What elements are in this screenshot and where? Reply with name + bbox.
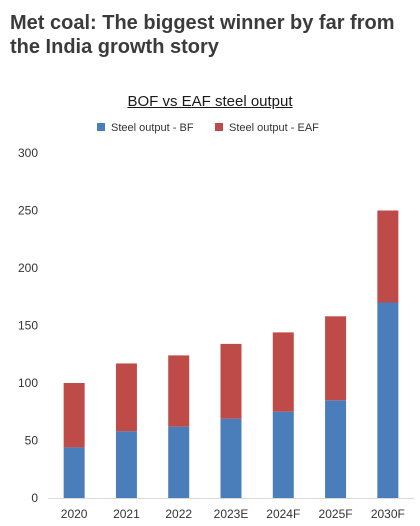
bar-bf-2021 [115,431,137,498]
bar-eaf-2024f [272,332,294,412]
legend-swatch-bf [97,123,105,131]
y-axis: 0 50 100 150 200 250 300 [18,146,38,505]
x-tick-label-2024f: 2024F [266,507,300,521]
x-tick-label-2021: 2021 [113,507,140,521]
chart-title: BOF vs EAF steel output [127,93,293,110]
bars [63,210,399,498]
x-tick-label-2020: 2020 [61,507,88,521]
bar-eaf-2022 [168,355,190,427]
bar-bf-2023e [220,418,242,498]
x-tick-label-2023e: 2023E [214,507,249,521]
x-tick-label-2025f: 2025F [319,507,353,521]
y-tick-label-100: 100 [18,376,38,390]
x-axis: 2020 2021 2022 2023E 2024F 2025F 2030F [61,507,405,521]
bar-bf-2024f [272,411,294,498]
headline: Met coal: The biggest winner by far from… [10,12,395,58]
y-tick-label-50: 50 [25,434,39,448]
bar-eaf-2023e [220,343,242,419]
y-tick-label-300: 300 [18,146,38,160]
x-tick-label-2022: 2022 [165,507,192,521]
legend: Steel output - BF Steel output - EAF [97,122,319,134]
bar-bf-2020 [63,447,85,498]
bar-eaf-2025f [325,316,347,401]
bar-bf-2022 [168,426,190,498]
y-tick-label-250: 250 [18,204,38,218]
bar-eaf-2020 [63,383,85,448]
bar-bf-2025f [325,400,347,498]
bar-eaf-2030f [377,210,399,303]
bar-bf-2030f [377,302,399,498]
legend-swatch-eaf [215,123,223,131]
y-tick-label-150: 150 [18,319,38,333]
y-tick-label-200: 200 [18,261,38,275]
bar-eaf-2021 [115,363,137,432]
legend-label-eaf: Steel output - EAF [229,122,319,134]
y-tick-label-0: 0 [31,491,38,505]
x-tick-label-2030f: 2030F [371,507,405,521]
legend-label-bf: Steel output - BF [111,122,194,134]
